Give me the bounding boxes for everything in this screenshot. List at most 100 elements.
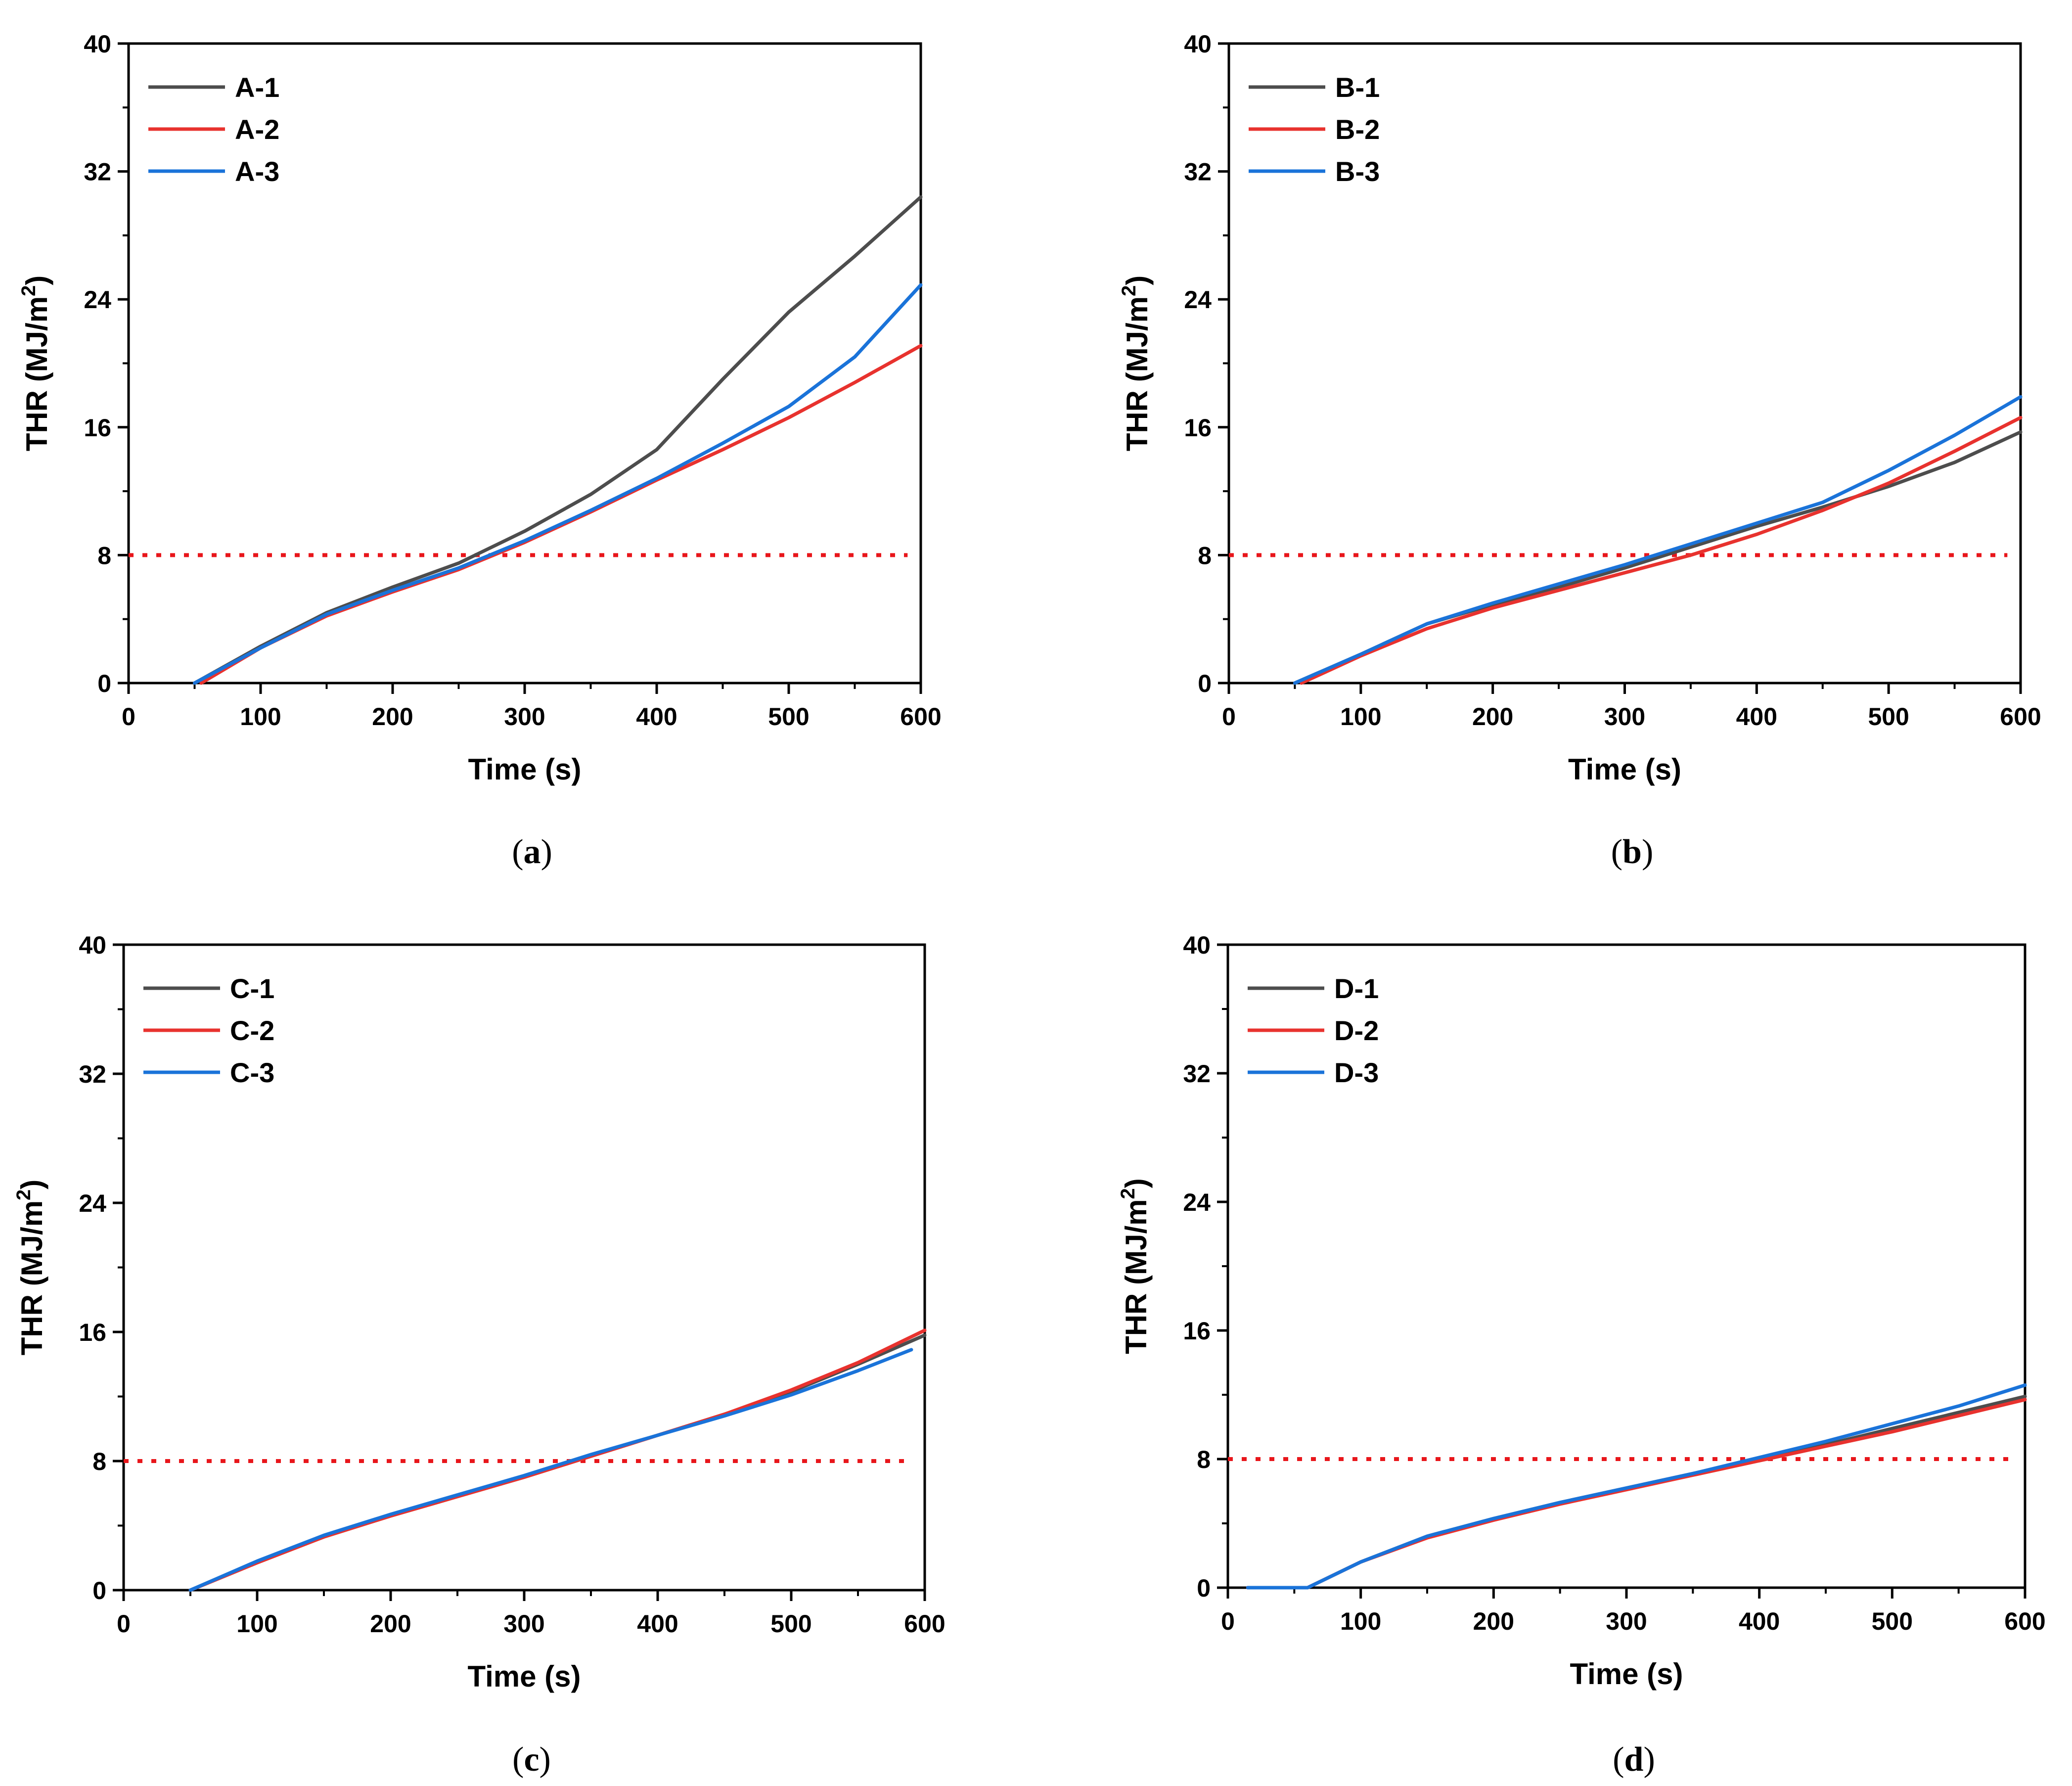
y-tick-label: 40 bbox=[84, 30, 111, 58]
y-tick-label: 16 bbox=[84, 414, 111, 442]
x-tick-label: 500 bbox=[768, 703, 809, 731]
y-tick-label: 16 bbox=[1183, 1317, 1211, 1345]
y-axis-title-close: ) bbox=[15, 1180, 48, 1190]
x-tick-label: 0 bbox=[1222, 703, 1236, 731]
series-line-B-1 bbox=[1293, 430, 2023, 685]
panel-caption-letter: c bbox=[524, 1740, 539, 1779]
y-tick-label: 32 bbox=[79, 1060, 106, 1088]
y-axis-title-main: THR (MJ/m bbox=[15, 1200, 48, 1355]
y-axis-title-main: THR (MJ/m bbox=[1121, 296, 1154, 451]
panel-caption: (c) bbox=[512, 1740, 551, 1779]
series-line-A-2 bbox=[199, 344, 923, 685]
x-tick-label: 100 bbox=[236, 1610, 277, 1638]
y-tick-label: 24 bbox=[1184, 286, 1212, 314]
y-tick-label: 0 bbox=[1198, 670, 1212, 697]
y-tick-label: 8 bbox=[97, 542, 111, 569]
x-tick-label: 600 bbox=[2004, 1607, 2045, 1635]
x-tick-label: 600 bbox=[2000, 703, 2041, 731]
x-tick-label: 100 bbox=[1340, 703, 1381, 731]
x-axis-title: Time (s) bbox=[468, 753, 582, 786]
x-tick-label: 500 bbox=[1868, 703, 1909, 731]
legend-label-C-1: C-1 bbox=[230, 973, 274, 1004]
legend-label-A-3: A-3 bbox=[235, 156, 279, 187]
y-tick-label: 32 bbox=[1184, 158, 1212, 186]
series-line-A-1 bbox=[193, 195, 923, 685]
panel-caption-letter: a bbox=[524, 833, 541, 871]
x-tick-label: 100 bbox=[240, 703, 281, 731]
y-axis-title-superscript: 2 bbox=[13, 1190, 35, 1200]
x-tick-label: 400 bbox=[637, 1610, 678, 1638]
legend-label-D-1: D-1 bbox=[1334, 973, 1379, 1004]
x-tick-label: 500 bbox=[1872, 1607, 1913, 1635]
legend-label-D-2: D-2 bbox=[1334, 1015, 1379, 1046]
legend-label-C-2: C-2 bbox=[230, 1015, 274, 1046]
y-tick-label: 16 bbox=[79, 1319, 106, 1346]
y-tick-label: 24 bbox=[1183, 1189, 1211, 1216]
y-axis-title: THR (MJ/m2) bbox=[13, 1180, 48, 1356]
legend-label-B-2: B-2 bbox=[1335, 114, 1380, 145]
x-tick-label: 200 bbox=[372, 703, 413, 731]
y-axis-title-main: THR (MJ/m bbox=[1120, 1199, 1153, 1354]
y-tick-label: 8 bbox=[1198, 542, 1212, 569]
y-tick-label: 40 bbox=[79, 931, 106, 959]
series-line-D-3 bbox=[1246, 1383, 2027, 1590]
x-tick-label: 300 bbox=[1604, 703, 1645, 731]
y-tick-label: 40 bbox=[1184, 30, 1212, 58]
series-line-B-3 bbox=[1293, 395, 2023, 685]
x-tick-label: 0 bbox=[117, 1610, 131, 1638]
x-axis-title: Time (s) bbox=[1570, 1657, 1683, 1691]
series-line-A-3 bbox=[193, 283, 923, 685]
series-line-C-3 bbox=[188, 1348, 913, 1592]
chart-panel-d: 0 100 200 300 400 500 600 0 8 16 24 32 40 Time (s) THR… bbox=[1117, 931, 2046, 1779]
y-axis-title-superscript: 2 bbox=[1118, 285, 1140, 296]
legend-label-A-1: A-1 bbox=[235, 72, 279, 103]
chart-panel-a: 0 100 200 300 400 500 600 0 8 16 24 32 40 Time (s) THR… bbox=[18, 30, 942, 871]
panel-caption-letter: b bbox=[1622, 833, 1642, 871]
y-axis-title: THR (MJ/m2) bbox=[1118, 275, 1154, 452]
x-tick-label: 400 bbox=[1736, 703, 1777, 731]
x-axis-title: Time (s) bbox=[468, 1660, 581, 1693]
chart-panel-b: 0 100 200 300 400 500 600 0 8 16 24 32 40 Time (s) THR… bbox=[1118, 30, 2041, 871]
panel-caption: (d) bbox=[1613, 1740, 1655, 1779]
y-axis-title-close: ) bbox=[1121, 275, 1154, 285]
x-tick-label: 600 bbox=[900, 703, 941, 731]
panel-caption: (b) bbox=[1611, 833, 1654, 871]
x-axis-title: Time (s) bbox=[1568, 753, 1681, 786]
chart-panel-c: 0 100 200 300 400 500 600 0 8 16 24 32 40 Time (s) THR… bbox=[13, 931, 946, 1779]
y-axis-title: THR (MJ/m2) bbox=[18, 275, 53, 452]
x-tick-label: 100 bbox=[1340, 1607, 1381, 1635]
y-axis-title-close: ) bbox=[1120, 1178, 1153, 1188]
x-tick-label: 200 bbox=[1473, 1607, 1514, 1635]
y-tick-label: 8 bbox=[1197, 1446, 1211, 1473]
y-tick-label: 16 bbox=[1184, 414, 1212, 442]
x-tick-label: 0 bbox=[1221, 1607, 1235, 1635]
y-axis-title-superscript: 2 bbox=[18, 285, 40, 296]
y-tick-label: 0 bbox=[1197, 1574, 1211, 1602]
y-axis-title-main: THR (MJ/m bbox=[20, 296, 53, 451]
y-tick-label: 24 bbox=[84, 286, 111, 314]
panel-caption-letter: d bbox=[1624, 1740, 1644, 1779]
y-axis-title: THR (MJ/m2) bbox=[1117, 1178, 1153, 1354]
x-tick-label: 600 bbox=[904, 1610, 945, 1638]
panel-caption: (a) bbox=[512, 833, 552, 871]
x-tick-label: 500 bbox=[770, 1610, 811, 1638]
x-tick-label: 300 bbox=[504, 703, 545, 731]
x-tick-label: 400 bbox=[636, 703, 677, 731]
y-tick-label: 0 bbox=[97, 670, 111, 697]
x-tick-label: 400 bbox=[1739, 1607, 1780, 1635]
x-tick-label: 200 bbox=[370, 1610, 411, 1638]
series-line-B-2 bbox=[1300, 415, 2023, 685]
y-tick-label: 0 bbox=[92, 1577, 106, 1604]
y-axis-title-close: ) bbox=[20, 275, 53, 285]
x-tick-label: 0 bbox=[122, 703, 135, 731]
x-tick-label: 300 bbox=[1606, 1607, 1647, 1635]
legend-label-B-3: B-3 bbox=[1335, 156, 1380, 187]
y-axis-title-superscript: 2 bbox=[1117, 1188, 1139, 1199]
x-tick-label: 200 bbox=[1472, 703, 1513, 731]
legend-label-C-3: C-3 bbox=[230, 1057, 274, 1088]
legend-label-D-3: D-3 bbox=[1334, 1057, 1379, 1088]
y-tick-label: 24 bbox=[79, 1190, 106, 1217]
x-tick-label: 300 bbox=[503, 1610, 544, 1638]
y-tick-label: 32 bbox=[1183, 1060, 1211, 1088]
